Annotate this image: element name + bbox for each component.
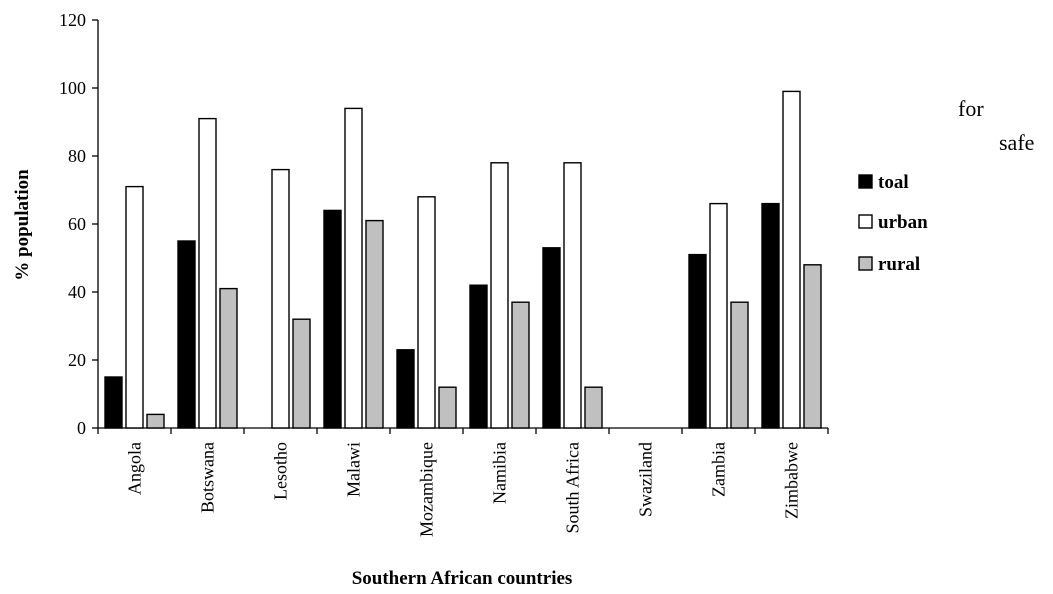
y-tick-label: 20	[68, 350, 86, 370]
bar-toal-angola	[104, 376, 123, 429]
bar-urban-mozambique	[417, 196, 436, 429]
x-tick-label: Lesotho	[271, 442, 291, 500]
bar-rural-namibia	[511, 301, 530, 429]
x-tick-label: Botswana	[198, 442, 218, 513]
x-tick-label: South Africa	[563, 442, 583, 534]
bar-toal-zambia	[688, 253, 707, 429]
x-tick-label: Swaziland	[636, 442, 656, 517]
x-tick-label: Namibia	[490, 442, 510, 504]
legend-label-toal: toal	[878, 172, 909, 193]
bar-rural-mozambique	[438, 386, 457, 429]
bar-toal-namibia	[469, 284, 488, 429]
legend-label-urban: urban	[878, 212, 928, 233]
y-tick-label: 80	[68, 146, 86, 166]
y-tick-label: 100	[59, 78, 86, 98]
bar-urban-lesotho	[271, 168, 290, 429]
x-tick-label: Zimbabwe	[782, 442, 802, 519]
x-axis: Angola Botswana Lesotho Malawi Mozambique Nam…	[97, 427, 829, 537]
legend: toal urban rural	[858, 172, 928, 275]
bar-urban-south-africa	[563, 162, 582, 429]
bar-toal-mozambique	[396, 349, 415, 429]
bar-rural-malawi	[365, 219, 384, 429]
y-tick-label: 120	[59, 10, 86, 30]
legend-label-rural: rural	[878, 254, 920, 275]
bar-toal-zimbabwe	[761, 202, 780, 429]
x-axis-label: Southern African countries	[352, 568, 573, 589]
side-text-safe: safe	[999, 130, 1035, 155]
x-tick-label: Angola	[125, 442, 145, 495]
bar-urban-angola	[125, 185, 144, 429]
x-tick-label: Malawi	[344, 442, 364, 497]
bar-rural-south-africa	[584, 386, 603, 429]
bar-rural-zambia	[730, 301, 749, 429]
bar-urban-zimbabwe	[782, 90, 801, 429]
legend-swatch-urban	[858, 214, 873, 229]
bar-rural-lesotho	[292, 318, 311, 429]
side-text-for: for	[958, 96, 984, 121]
bar-urban-malawi	[344, 107, 363, 429]
y-tick-label: 60	[68, 214, 86, 234]
y-tick-label: 0	[77, 418, 86, 438]
y-tick-label: 40	[68, 282, 86, 302]
bars	[104, 90, 822, 429]
bar-toal-malawi	[323, 209, 342, 429]
bar-rural-botswana	[219, 287, 238, 429]
y-axis-label: % population	[12, 169, 33, 281]
bar-urban-botswana	[198, 117, 217, 429]
bar-toal-south-africa	[542, 247, 561, 429]
legend-swatch-rural	[858, 256, 873, 271]
x-tick-label: Zambia	[709, 442, 729, 497]
bar-rural-angola	[146, 413, 165, 429]
bar-toal-botswana	[177, 240, 196, 429]
legend-swatch-toal	[858, 174, 873, 189]
y-axis: 0 20 40 60 80 100 120	[59, 10, 99, 438]
bar-urban-zambia	[709, 202, 728, 429]
bar-urban-namibia	[490, 162, 509, 429]
bar-rural-zimbabwe	[803, 264, 822, 429]
x-tick-label: Mozambique	[417, 442, 437, 537]
